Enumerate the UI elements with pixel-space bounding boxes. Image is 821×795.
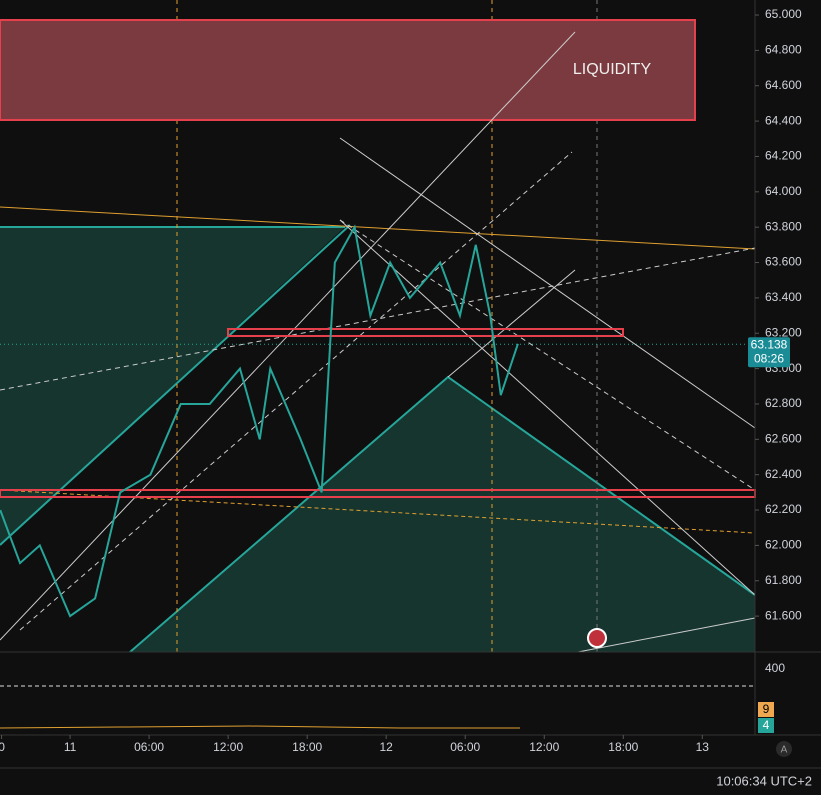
- y-tick-label: 64.200: [765, 149, 802, 163]
- clock: 10:06:34 UTC+2: [716, 773, 812, 788]
- last-price-label: 63.138: [751, 337, 788, 351]
- trend-line: [447, 269, 576, 378]
- y-tick-label: 62.400: [765, 467, 802, 481]
- x-tick-label: 11: [64, 740, 77, 754]
- last-price-badge: [748, 337, 790, 368]
- y-tick-label: 62.800: [765, 396, 802, 410]
- x-tick-label: 06:00: [134, 740, 164, 754]
- volume-tick: 400: [765, 661, 785, 675]
- x-tick-label: 0: [0, 740, 5, 754]
- trend-line: [577, 617, 756, 653]
- trend-line: [0, 206, 756, 250]
- trend-line: [19, 151, 573, 631]
- x-tick-label: 06:00: [450, 740, 480, 754]
- trend-line: [339, 137, 756, 429]
- zone-label: LIQUIDITY: [573, 61, 652, 78]
- channel-line: [0, 224, 351, 546]
- y-tick-label: 62.000: [765, 538, 802, 552]
- y-tick-label: 65.000: [765, 7, 802, 21]
- indicator-badge: [758, 718, 774, 733]
- zone: [227, 328, 624, 337]
- y-tick-label: 63.400: [765, 290, 802, 304]
- y-tick-label: 61.600: [765, 608, 802, 622]
- price-line: [0, 224, 519, 618]
- y-tick-label: 64.400: [765, 113, 802, 127]
- x-tick-label: 12: [380, 740, 394, 754]
- x-tick-label: 18:00: [608, 740, 638, 754]
- liquidity-zone: [0, 19, 696, 121]
- x-tick-label: 18:00: [292, 740, 322, 754]
- event-icon[interactable]: [587, 628, 607, 648]
- y-tick-label: 61.800: [765, 573, 802, 587]
- y-tick-label: 63.200: [765, 325, 802, 339]
- y-tick-label: 64.000: [765, 184, 802, 198]
- triangle-area: [130, 377, 755, 652]
- y-tick-label: 64.600: [765, 78, 802, 92]
- indicator-badge: [758, 702, 774, 717]
- trend-line: [339, 219, 756, 491]
- volume-ma: [0, 725, 520, 729]
- y-tick-label: 64.800: [765, 43, 802, 57]
- y-tick-label: 63.800: [765, 219, 802, 233]
- x-tick-label: 12:00: [529, 740, 559, 754]
- auto-label[interactable]: A: [781, 745, 788, 756]
- indicator-value: 4: [763, 718, 770, 732]
- auto-button[interactable]: [776, 741, 792, 757]
- y-tick-label: 62.200: [765, 502, 802, 516]
- trend-line: [0, 247, 756, 391]
- y-tick-label: 62.600: [765, 431, 802, 445]
- x-tick-label: 13: [696, 740, 710, 754]
- trend-line: [339, 219, 756, 596]
- x-tick-label: 12:00: [213, 740, 243, 754]
- indicator-value: 9: [763, 702, 770, 716]
- y-tick-label: 63.600: [765, 255, 802, 269]
- countdown: 08:26: [754, 351, 784, 365]
